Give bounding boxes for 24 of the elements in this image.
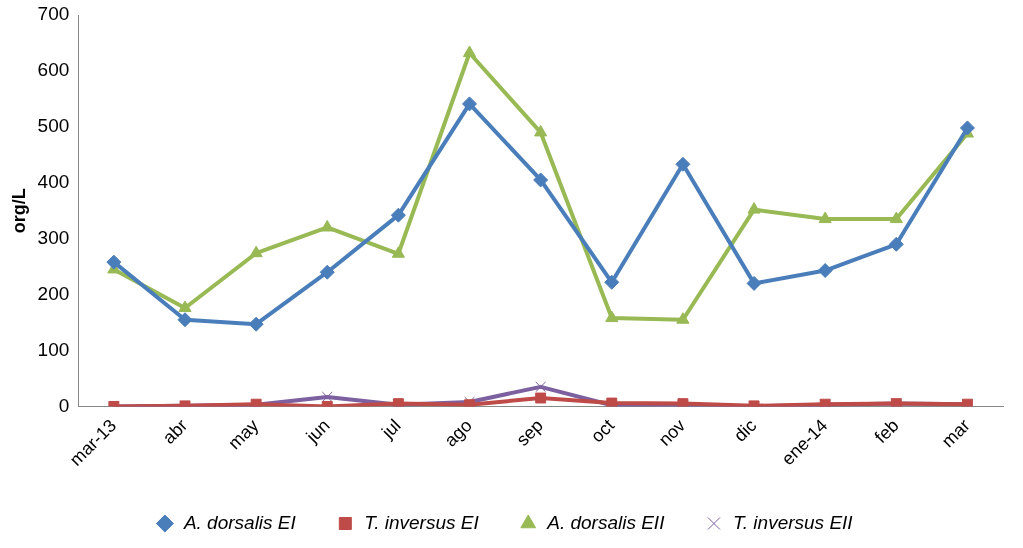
- legend-label: T. inversus EI: [364, 511, 480, 533]
- x-tick-label: ago: [440, 415, 476, 451]
- y-tick-label: 200: [37, 282, 70, 304]
- x-tick-label: mar: [937, 415, 974, 452]
- x-tick-label: jun: [301, 415, 334, 448]
- x-tick-label: jul: [377, 415, 405, 443]
- x-tick-label: feb: [870, 415, 903, 448]
- y-tick-label: 500: [37, 115, 70, 137]
- y-tick-label: 100: [37, 338, 70, 360]
- x-tick-label: nov: [654, 415, 690, 450]
- y-tick-label: 300: [37, 226, 70, 248]
- y-axis-title: org/L: [8, 188, 29, 234]
- x-tick-label: sep: [512, 415, 547, 450]
- x-tick-label: may: [224, 415, 263, 454]
- legend-label: A. dorsalis EII: [546, 511, 666, 533]
- x-tick-label: abr: [158, 415, 192, 448]
- y-tick-label: 700: [37, 3, 70, 25]
- x-tick-label: dic: [729, 415, 761, 446]
- y-tick-label: 600: [37, 59, 70, 81]
- y-tick-label: 0: [58, 394, 70, 416]
- legend-label: A. dorsalis EI: [182, 511, 297, 533]
- y-tick-label: 400: [37, 170, 70, 192]
- x-tick-label: oct: [587, 415, 619, 447]
- legend-label: T. inversus EII: [732, 511, 854, 533]
